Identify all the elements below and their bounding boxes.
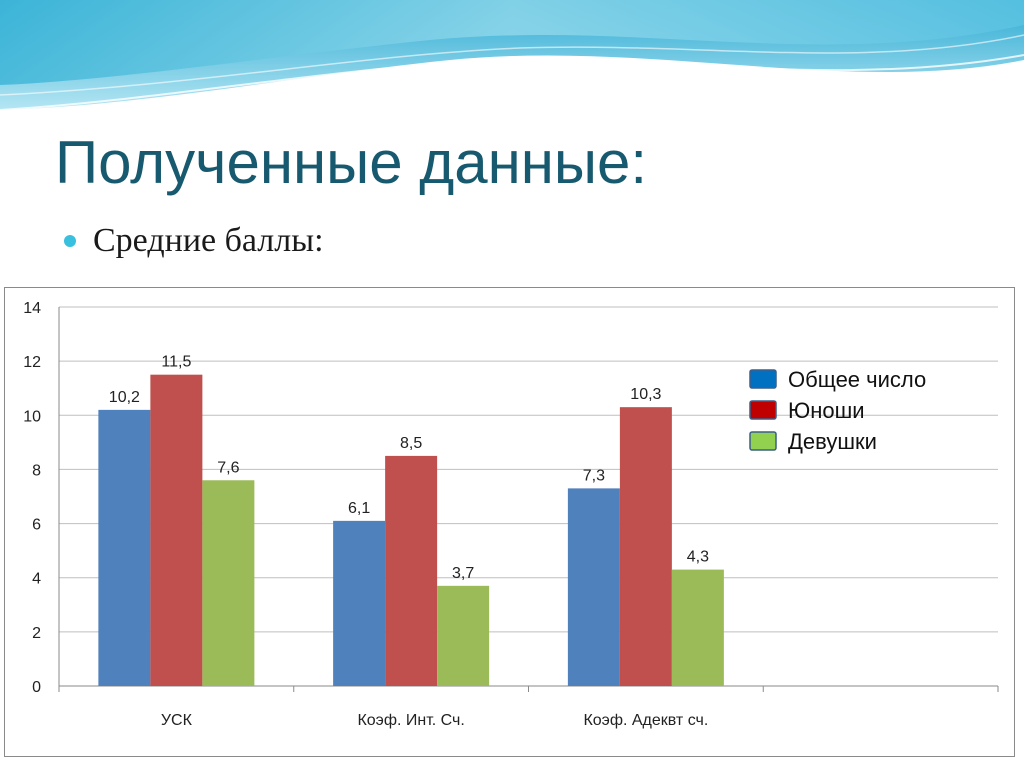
bar: [671, 569, 724, 686]
bar: [385, 455, 438, 686]
header-wave-decoration: [0, 0, 1024, 111]
data-label: 7,3: [583, 467, 605, 484]
slide-title: Полученные данные:: [55, 129, 648, 196]
data-label: 8,5: [400, 435, 422, 452]
y-tick-label: 12: [23, 354, 41, 371]
legend-label: Общее число: [788, 367, 926, 392]
data-label: 11,5: [161, 354, 191, 371]
data-label: 4,3: [687, 549, 709, 566]
y-tick-label: 0: [32, 679, 41, 696]
chart-frame: 0 2 4 6 8 10 12 14 10,2 11,5 7,6 УСК 6,1 8,5 3,7 Коэф. …: [4, 287, 1015, 757]
x-category-label: УСК: [161, 712, 193, 729]
y-tick-label: 10: [23, 408, 41, 425]
x-category-label: Коэф. Адеквт сч.: [583, 712, 708, 729]
legend-label: Девушки: [788, 429, 877, 454]
legend-swatch: [749, 431, 777, 451]
y-tick-label: 14: [23, 300, 41, 317]
bar-chart: 0 2 4 6 8 10 12 14 10,2 11,5 7,6 УСК 6,1 8,5 3,7 Коэф. …: [23, 300, 999, 729]
slide-bullet-text: Средние баллы:: [93, 222, 324, 259]
data-label: 6,1: [348, 500, 370, 517]
bar: [567, 488, 620, 686]
bar: [98, 409, 151, 686]
y-tick-label: 6: [32, 517, 41, 534]
data-label: 7,6: [217, 459, 239, 476]
bar: [333, 520, 386, 686]
x-category-label: Коэф. Инт. Сч.: [357, 712, 464, 729]
bar: [202, 480, 255, 686]
data-label: 10,3: [630, 386, 661, 403]
bullet-dot-icon: [64, 235, 76, 247]
y-tick-label: 4: [32, 571, 41, 588]
data-label: 10,2: [109, 389, 140, 406]
y-tick-label: 8: [32, 462, 41, 479]
bar: [150, 374, 203, 686]
bar: [619, 407, 672, 686]
y-tick-label: 2: [32, 625, 41, 642]
legend-label: Юноши: [788, 398, 865, 423]
legend-swatch: [749, 369, 777, 389]
data-label: 3,7: [452, 565, 474, 582]
legend-swatch: [749, 400, 777, 420]
bar: [437, 585, 490, 686]
